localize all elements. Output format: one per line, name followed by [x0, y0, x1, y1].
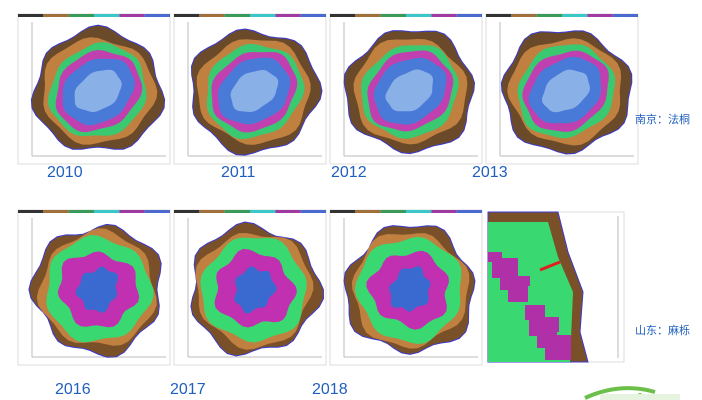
- color-bar: [174, 14, 200, 17]
- tomogram-layer: [75, 266, 119, 313]
- tomogram-layer: [234, 266, 277, 314]
- year: 2016: [55, 381, 91, 398]
- year: 2011: [221, 164, 256, 181]
- color-bar: [536, 14, 562, 17]
- color-bar: [431, 210, 457, 213]
- color-bar: [511, 14, 537, 17]
- zoom-magenta: [504, 276, 530, 286]
- color-bar: [456, 210, 482, 213]
- site-label: 南京：法桐: [635, 112, 690, 126]
- color-bar: [68, 210, 94, 213]
- color-bar: [174, 210, 200, 213]
- color-bar: [144, 210, 170, 213]
- color-bar: [562, 14, 588, 17]
- color-bar: [250, 210, 276, 213]
- year: 2017: [170, 381, 206, 398]
- color-bar: [380, 210, 406, 213]
- color-bar: [275, 14, 301, 17]
- color-bar: [68, 14, 94, 17]
- zoom-magenta: [549, 341, 569, 356]
- year: 2010: [47, 164, 83, 181]
- year: 2012: [331, 164, 367, 181]
- color-bar: [380, 14, 406, 17]
- logo: [584, 386, 680, 400]
- color-bar: [199, 210, 225, 213]
- year: 2018: [312, 381, 348, 398]
- site-label: 山东：麻栎: [635, 323, 690, 337]
- tomogram-layer: [542, 69, 590, 113]
- color-bar: [612, 14, 638, 17]
- zoom-magenta: [488, 252, 502, 262]
- color-bar: [43, 210, 69, 213]
- color-bar: [119, 14, 145, 17]
- tomogram-layer: [74, 69, 122, 113]
- color-bar: [18, 210, 44, 213]
- year: 2013: [472, 164, 508, 181]
- color-bar: [406, 210, 432, 213]
- color-bar: [330, 14, 356, 17]
- color-bar: [587, 14, 613, 17]
- color-bar: [406, 14, 432, 17]
- color-bar: [224, 210, 250, 213]
- tomogram-layer: [385, 69, 433, 112]
- color-bar: [300, 14, 326, 17]
- zoom-magenta: [512, 288, 526, 298]
- color-bar: [456, 14, 482, 17]
- color-bar: [250, 14, 276, 17]
- color-bar: [486, 14, 512, 17]
- color-bar: [355, 14, 381, 17]
- color-bar: [355, 210, 381, 213]
- color-bar: [431, 14, 457, 17]
- tomogram-layer: [388, 266, 431, 312]
- color-bar: [330, 210, 356, 213]
- zoom-marker: [539, 260, 561, 272]
- color-bar: [144, 14, 170, 17]
- color-bar: [224, 14, 250, 17]
- color-bar: [18, 14, 44, 17]
- color-bar: [119, 210, 145, 213]
- panels: [17, 13, 639, 366]
- color-bar: [275, 210, 301, 213]
- color-bar: [94, 14, 120, 17]
- zoom-magenta: [496, 264, 516, 274]
- color-bar: [199, 14, 225, 17]
- color-bar: [300, 210, 326, 213]
- tomogram-layer: [230, 70, 279, 112]
- color-bar: [94, 210, 120, 213]
- color-bar: [43, 14, 69, 17]
